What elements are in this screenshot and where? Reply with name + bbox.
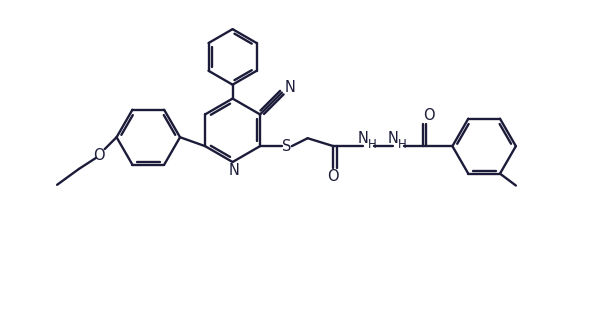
Text: O: O <box>423 108 434 123</box>
Text: N: N <box>284 80 295 95</box>
Text: H: H <box>397 138 406 151</box>
Text: O: O <box>93 147 104 163</box>
Text: N: N <box>388 131 398 146</box>
Text: N: N <box>229 164 240 179</box>
Text: S: S <box>282 139 292 154</box>
Text: N: N <box>358 131 368 146</box>
Text: H: H <box>368 138 376 151</box>
Text: O: O <box>328 169 339 184</box>
